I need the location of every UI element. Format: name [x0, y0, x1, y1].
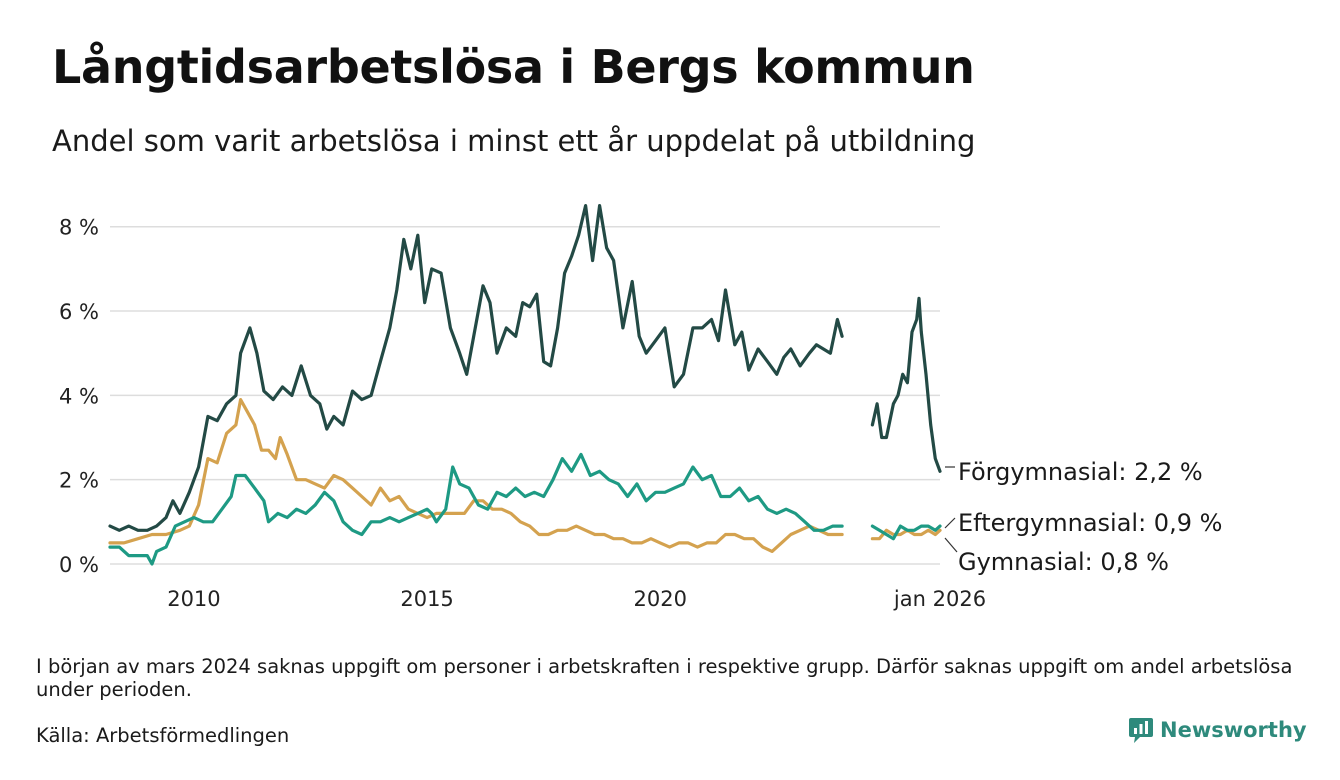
line-chart: 0 % 2 % 4 % 6 % 8 % 2010 2015 2020 jan 2026 För… — [59, 204, 1222, 611]
series-line-eftergymnasial — [108, 452, 942, 566]
gridlines — [110, 225, 940, 565]
source-note: Källa: Arbetsförmedlingen — [36, 724, 290, 747]
x-tick-label: 2020 — [633, 587, 686, 611]
y-axis-ticks: 0 % 2 % 4 % 6 % 8 % — [59, 216, 99, 577]
x-axis-ticks: 2010 2015 2020 jan 2026 — [167, 587, 986, 611]
y-tick-label: 4 % — [59, 384, 99, 408]
newsworthy-logo: Newsworthy — [1128, 716, 1307, 744]
label-leader — [944, 537, 958, 553]
end-label-gymnasial: Gymnasial: 0,8 % — [958, 548, 1169, 576]
chart-bubble-icon — [1129, 718, 1153, 743]
logo-text: Newsworthy — [1160, 718, 1307, 742]
y-tick-label: 6 % — [59, 300, 99, 324]
footnote: I början av mars 2024 saknas uppgift om … — [36, 655, 1293, 701]
x-tick-label: 2010 — [167, 587, 220, 611]
chart-subtitle: Andel som varit arbetslösa i minst ett å… — [52, 124, 976, 158]
label-leader — [944, 517, 956, 529]
chart-title: Långtidsarbetslösa i Bergs kommun — [52, 40, 975, 94]
y-tick-label: 8 % — [59, 216, 99, 240]
end-label-förgymnasial: Förgymnasial: 2,2 % — [958, 458, 1203, 486]
y-tick-label: 0 % — [59, 553, 99, 577]
x-tick-label: jan 2026 — [893, 587, 986, 611]
end-labels: Förgymnasial: 2,2 % Eftergymnasial: 0,9 %… — [944, 458, 1222, 576]
series-line-förgymnasial — [108, 204, 942, 532]
x-tick-label: 2015 — [400, 587, 453, 611]
y-tick-label: 2 % — [59, 469, 99, 493]
end-label-eftergymnasial: Eftergymnasial: 0,9 % — [958, 509, 1222, 537]
series-lines — [108, 204, 942, 566]
